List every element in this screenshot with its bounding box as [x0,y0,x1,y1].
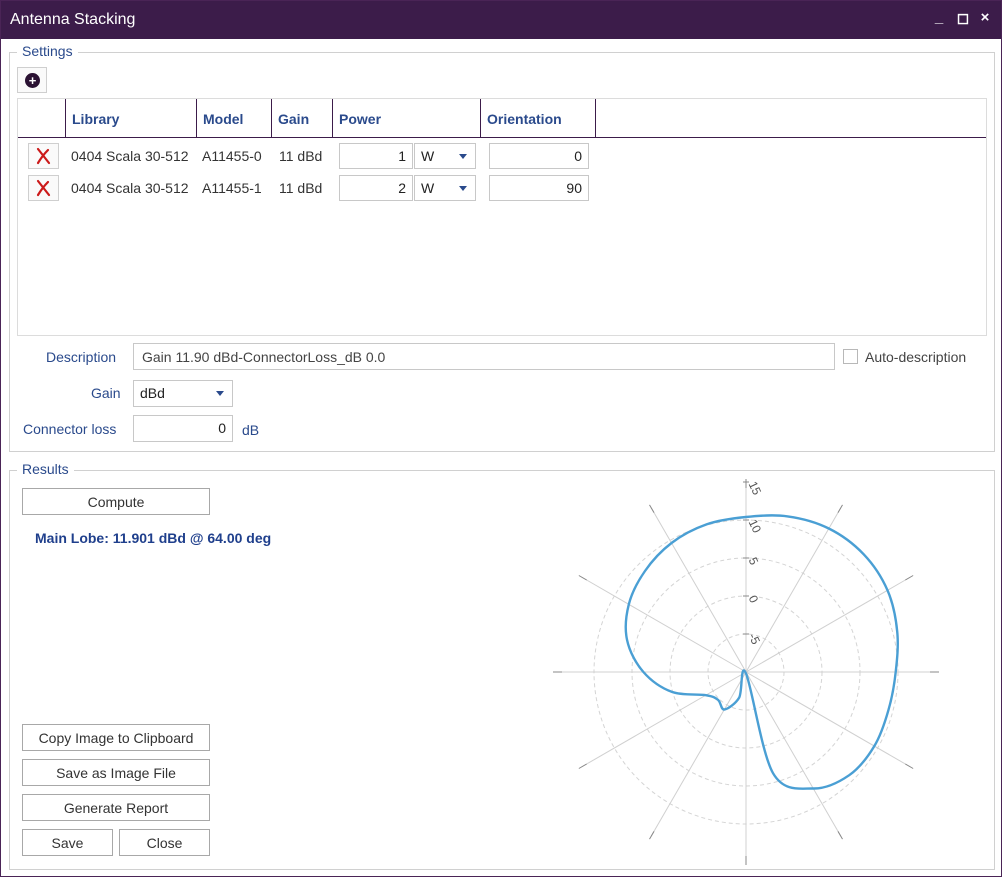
save-button[interactable]: Save [22,829,113,856]
column-header-model[interactable]: Model [196,99,271,137]
connector-loss-unit: dB [242,422,260,438]
power-input[interactable]: 2 [339,175,413,201]
window-title: Antenna Stacking [10,11,136,28]
power-input[interactable]: 1 [339,143,413,169]
column-header-gain[interactable]: Gain [271,99,332,137]
chevron-down-icon [459,186,467,191]
polar-spoke [650,507,747,673]
model-cell: A11455-0 [202,148,262,164]
table-row: 0404 Scala 30-512 A11455-0 11 dBd 1 W 0 [18,140,986,172]
description-label: Description [46,349,117,365]
library-cell: 0404 Scala 30-512 [71,148,189,164]
generate-report-button[interactable]: Generate Report [22,794,210,821]
gain-cell: 11 dBd [279,180,323,196]
orientation-input[interactable]: 90 [489,175,589,201]
copy-image-button[interactable]: Copy Image to Clipboard [22,724,210,751]
polar-spoke-tick [578,575,587,581]
r-tick-label: 5 [746,555,762,567]
power-unit-select[interactable]: W [414,175,476,201]
power-unit-value: W [421,148,435,164]
polar-spoke-tick [837,831,843,840]
polar-tick-labels: 15 10 5 0 -5 [743,479,764,647]
settings-legend: Settings [17,43,78,59]
table-row: 0404 Scala 30-512 A11455-1 11 dBd 2 W 90 [18,172,986,204]
results-group: Results [9,461,995,870]
plus-circle-icon: + [25,73,40,88]
polar-spoke-tick [578,763,587,769]
r-tick-label: 15 [746,479,764,497]
chevron-down-icon [216,391,224,396]
auto-description-label[interactable]: Auto-description [865,349,967,365]
polar-spoke-tick [905,763,914,769]
auto-description-checkbox[interactable] [843,349,858,364]
polar-spoke [745,671,911,768]
gain-unit-value: dBd [140,385,165,401]
connector-loss-label: Connector loss [23,421,117,437]
radiation-pattern-line [624,514,899,790]
polar-spoke [745,576,911,673]
main-lobe-result: Main Lobe: 11.901 dBd @ 64.00 deg [35,530,272,546]
title-bar[interactable]: Antenna Stacking _ ◻ × [1,1,1001,39]
library-cell: 0404 Scala 30-512 [71,180,189,196]
polar-spoke-tick [649,831,655,840]
polar-spoke-tick [649,504,655,513]
power-unit-select[interactable]: W [414,143,476,169]
antenna-table: Library Model Gain Power Orientation 040… [17,98,987,336]
r-tick-label: 0 [746,593,762,605]
maximize-button[interactable]: ◻ [956,10,970,27]
orientation-input[interactable]: 0 [489,143,589,169]
delete-x-icon [36,179,51,197]
delete-row-button[interactable] [28,175,59,201]
r-tick-label: -5 [746,631,763,647]
model-cell: A11455-1 [202,180,262,196]
save-image-button[interactable]: Save as Image File [22,759,210,786]
polar-spoke-tick [905,575,914,581]
minimize-button[interactable]: _ [934,9,944,26]
polar-spoke-tick [837,504,843,513]
compute-button[interactable]: Compute [22,488,210,515]
table-header: Library Model Gain Power Orientation [18,99,986,138]
chevron-down-icon [459,154,467,159]
polar-spoke [581,576,747,673]
delete-x-icon [36,147,51,165]
power-unit-value: W [421,180,435,196]
connector-loss-input[interactable]: 0 [133,415,233,442]
polar-spoke [745,507,842,673]
description-input[interactable]: Gain 11.90 dBd-ConnectorLoss_dB 0.0 [133,343,835,370]
close-button[interactable]: Close [119,829,210,856]
column-header-library[interactable]: Library [65,99,196,137]
r-tick-label: 10 [746,517,764,535]
results-legend: Results [17,461,74,477]
delete-row-button[interactable] [28,143,59,169]
polar-spoke [650,671,747,837]
gain-unit-select[interactable]: dBd [133,380,233,407]
gain-cell: 11 dBd [279,148,323,164]
polar-spoke [581,671,747,768]
gain-label: Gain [91,385,121,401]
column-header-power[interactable]: Power [332,99,480,137]
polar-spoke [745,671,842,837]
column-header-orientation[interactable]: Orientation [480,99,596,137]
add-antenna-button[interactable]: + [17,67,47,93]
polar-radiation-chart: 15 10 5 0 -5 [553,479,939,865]
close-window-button[interactable]: × [980,9,990,26]
settings-group: Settings [9,43,995,452]
